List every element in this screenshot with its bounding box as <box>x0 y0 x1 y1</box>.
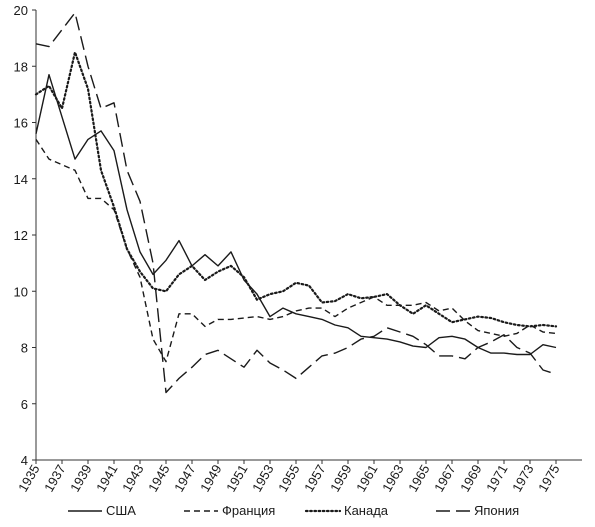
x-tick-label: 1943 <box>119 462 146 495</box>
y-tick-label: 18 <box>14 59 28 74</box>
legend-label-1: США <box>106 503 136 518</box>
x-tick-label: 1959 <box>327 462 354 495</box>
y-tick-label: 20 <box>14 3 28 18</box>
x-tick-label: 1967 <box>431 462 458 495</box>
x-tick-label: 1935 <box>15 462 42 495</box>
y-tick-label: 14 <box>14 172 28 187</box>
x-tick-label: 1975 <box>535 462 562 495</box>
y-tick-label: 6 <box>21 397 28 412</box>
x-tick-label: 1957 <box>301 462 328 495</box>
series-line-4 <box>35 12 557 394</box>
x-tick-label: 1941 <box>93 462 120 495</box>
x-tick-label: 1971 <box>483 462 510 495</box>
chart-legend: США Франция Канада Япония <box>68 503 519 518</box>
x-tick-label: 1945 <box>145 462 172 495</box>
x-tick-label: 1965 <box>405 462 432 495</box>
x-tick-label: 1947 <box>171 462 198 495</box>
x-tick-label: 1963 <box>379 462 406 495</box>
y-tick-label: 8 <box>21 341 28 356</box>
x-tick-label: 1939 <box>67 462 94 495</box>
y-tick-label: 4 <box>21 453 28 468</box>
x-tick-label: 1949 <box>197 462 224 495</box>
series-line-2 <box>35 139 557 363</box>
series-line-1 <box>35 73 557 356</box>
series-line-3 <box>34 51 558 328</box>
legend-label-3: Канада <box>344 503 389 518</box>
x-tick-label: 1973 <box>509 462 536 495</box>
chart-series <box>34 12 558 394</box>
x-tick-label: 1937 <box>41 462 68 495</box>
y-tick-label: 12 <box>14 228 28 243</box>
x-tick-label: 1961 <box>353 462 380 495</box>
y-tick-label: 10 <box>14 284 28 299</box>
chart-axes: 4681012141618201935193719391941194319451… <box>14 3 582 495</box>
x-tick-label: 1955 <box>275 462 302 495</box>
y-tick-label: 16 <box>14 116 28 131</box>
legend-label-4: Япония <box>474 503 519 518</box>
x-tick-label: 1951 <box>223 462 250 495</box>
x-tick-label: 1953 <box>249 462 276 495</box>
legend-label-2: Франция <box>222 503 275 518</box>
x-tick-label: 1969 <box>457 462 484 495</box>
